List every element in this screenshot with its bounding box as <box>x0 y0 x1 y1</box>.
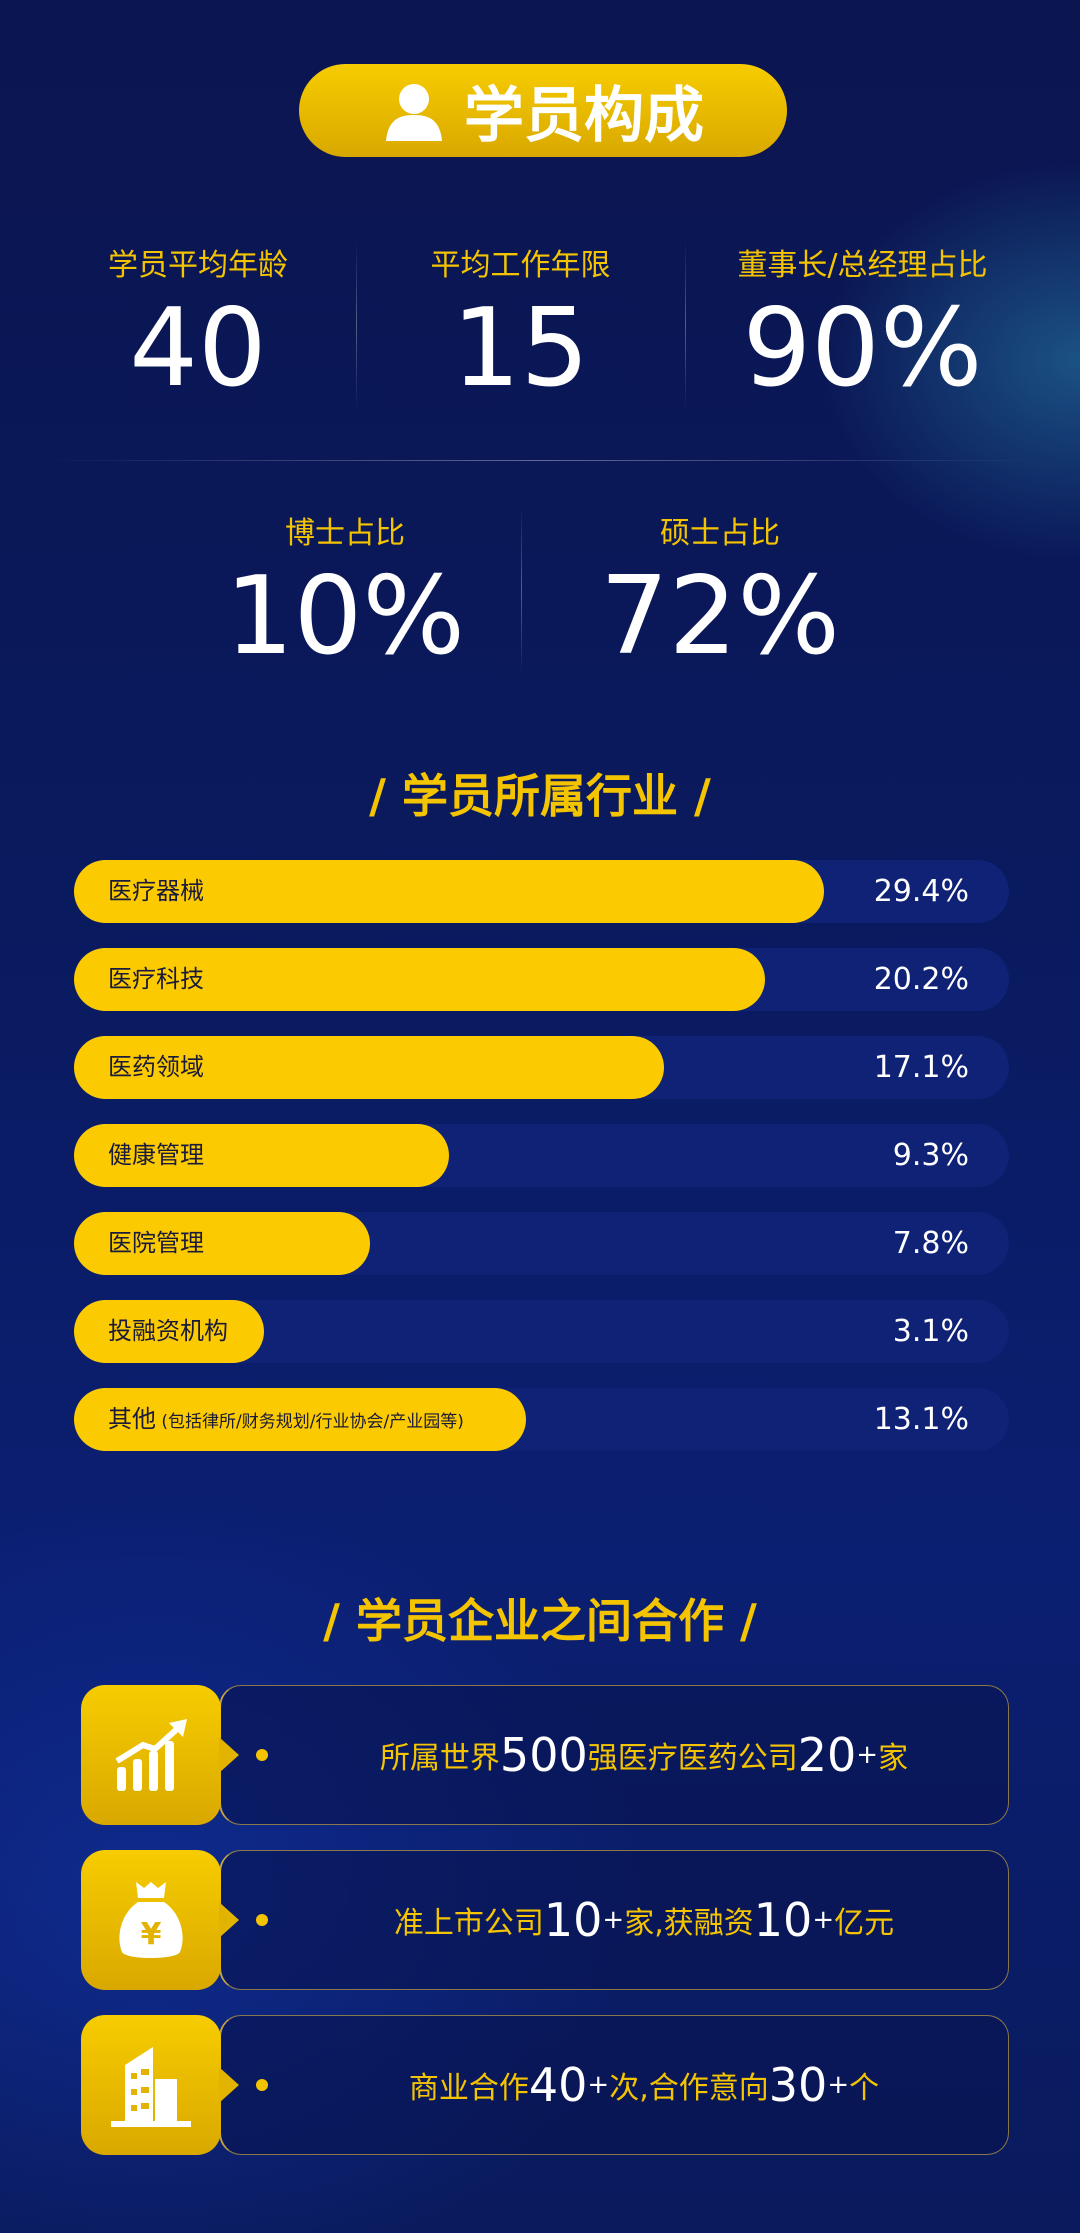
card-number: 10 <box>753 1893 813 1947</box>
industry-percent: 9.3% <box>892 1138 969 1173</box>
divider <box>685 240 686 410</box>
industry-bar: 其他 (包括律所/财务规划/行业协会/产业园等) <box>74 1388 526 1451</box>
stat-label: 董事长/总经理占比 <box>737 248 988 283</box>
stat-value: 40 <box>129 286 267 411</box>
money-bag-icon: ¥ <box>119 1882 183 1958</box>
section-title-badge: 学员构成 <box>299 64 787 157</box>
industry-percent: 3.1% <box>892 1314 969 1349</box>
stat-executive-ratio: 董事长/总经理占比 90% <box>685 240 1040 409</box>
cooperation-text: 商业合作 40 + 次,合作意向 30 + 个 <box>219 2015 1009 2155</box>
card-text: 家 <box>878 1741 909 1776</box>
stat-label: 博士占比 <box>285 516 405 551</box>
industry-label: 医疗科技 <box>108 965 204 993</box>
stat-phd-ratio: 博士占比 10% <box>170 508 520 677</box>
section-title: 学员构成 <box>464 81 704 151</box>
card-text: 所属世界 <box>379 1741 500 1776</box>
stat-average-age: 学员平均年龄 40 <box>40 240 356 409</box>
industry-bar: 医药领域 <box>74 1036 664 1099</box>
industry-bar-row: 其他 (包括律所/财务规划/行业协会/产业园等) 13.1% <box>74 1388 1009 1451</box>
industry-bar-row: 医药领域 17.1% <box>74 1036 1009 1099</box>
cooperation-text: 所属世界 500 强医疗医药公司 20 + 家 <box>219 1685 1009 1825</box>
card-number: 30 <box>768 2058 828 2112</box>
stat-value: 10% <box>224 554 466 679</box>
industry-label: 医药领域 <box>108 1053 204 1081</box>
industry-bar: 投融资机构 <box>74 1300 264 1363</box>
stat-master-ratio: 硕士占比 72% <box>540 508 900 677</box>
card-plus: + <box>812 1905 835 1935</box>
industry-bar: 医院管理 <box>74 1212 370 1275</box>
industry-bar-row: 医疗科技 20.2% <box>74 948 1009 1011</box>
building-icon <box>111 2047 191 2127</box>
card-number: 20 <box>797 1728 857 1782</box>
card-text: 强医疗医药公司 <box>587 1741 798 1776</box>
card-text: 次,合作意向 <box>609 2071 769 2106</box>
cooperation-card <box>219 1685 1009 1825</box>
industry-bar-row: 医院管理 7.8% <box>74 1212 1009 1275</box>
card-icon-box <box>81 2015 239 2155</box>
industry-bar: 医疗科技 <box>74 948 765 1011</box>
card-number: 500 <box>499 1728 588 1782</box>
industry-percent: 29.4% <box>873 874 969 909</box>
cooperation-text: 准上市公司 10 + 家,获融资 10 + 亿元 <box>219 1850 1009 1990</box>
card-text: 个 <box>849 2071 880 2106</box>
card-text: 准上市公司 <box>393 1906 544 1941</box>
industry-bar-row: 投融资机构 3.1% <box>74 1300 1009 1363</box>
stat-work-years: 平均工作年限 15 <box>356 240 685 409</box>
stat-label: 学员平均年龄 <box>108 248 288 283</box>
card-plus: + <box>587 2070 610 2100</box>
divider <box>521 505 522 675</box>
bullet-dot-icon <box>256 1914 268 1926</box>
bullet-dot-icon <box>256 2079 268 2091</box>
card-text: 家,获融资 <box>624 1906 754 1941</box>
industry-heading: / 学员所属行业 / <box>369 769 711 823</box>
industry-percent: 13.1% <box>873 1402 969 1437</box>
divider <box>356 240 357 410</box>
cooperation-heading: / 学员企业之间合作 / <box>323 1594 757 1648</box>
card-icon-box: ¥ <box>81 1850 239 1990</box>
stat-value: 72% <box>599 554 841 679</box>
stat-value: 15 <box>451 286 590 411</box>
card-plus: + <box>827 2070 850 2100</box>
industry-label: 健康管理 <box>108 1141 204 1169</box>
industry-label: 医院管理 <box>108 1229 204 1257</box>
industry-bar-row: 健康管理 9.3% <box>74 1124 1009 1187</box>
industry-bar: 医疗器械 <box>74 860 824 923</box>
industry-bar-row: 医疗器械 29.4% <box>74 860 1009 923</box>
card-number: 40 <box>528 2058 588 2112</box>
divider <box>40 460 1040 461</box>
industry-percent: 17.1% <box>873 1050 969 1085</box>
industry-label: 投融资机构 <box>108 1317 228 1345</box>
industry-label: 医疗器械 <box>108 877 204 905</box>
industry-percent: 20.2% <box>873 962 969 997</box>
industry-label: 其他 <box>108 1405 156 1433</box>
cooperation-card <box>219 1850 1009 1990</box>
card-icon-box <box>81 1685 239 1825</box>
card-plus: + <box>602 1905 625 1935</box>
stat-label: 平均工作年限 <box>430 248 611 283</box>
industry-percent: 7.8% <box>892 1226 969 1261</box>
cooperation-card <box>219 2015 1009 2155</box>
growth-chart-icon <box>115 1719 187 1791</box>
card-number: 10 <box>543 1893 603 1947</box>
card-text: 亿元 <box>834 1906 895 1941</box>
card-plus: + <box>856 1740 879 1770</box>
svg-text:¥: ¥ <box>141 1917 162 1952</box>
bullet-dot-icon <box>256 1749 268 1761</box>
user-icon <box>386 83 442 141</box>
industry-bar: 健康管理 <box>74 1124 449 1187</box>
stat-value: 90% <box>742 286 983 411</box>
card-text: 商业合作 <box>408 2071 529 2106</box>
stat-label: 硕士占比 <box>660 516 780 551</box>
industry-note: (包括律所/财务规划/行业协会/产业园等) <box>156 1412 464 1432</box>
